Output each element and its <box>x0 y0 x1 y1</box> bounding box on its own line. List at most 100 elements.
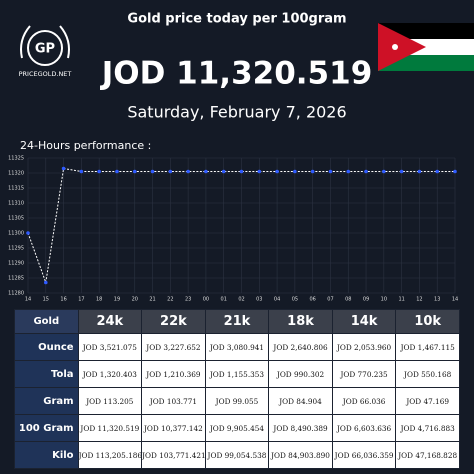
point <box>168 169 173 174</box>
cell: JOD 1,210.369 <box>141 360 206 388</box>
flag <box>378 23 474 71</box>
cell: JOD 47,168.828 <box>395 441 460 469</box>
x-tick-label: 09 <box>363 297 369 303</box>
y-tick-label: 11290 <box>8 261 24 267</box>
cell: JOD 66.036 <box>331 387 397 415</box>
x-tick-label: 06 <box>309 297 315 303</box>
y-tick-label: 11300 <box>8 231 24 237</box>
table-row: Kilo JOD 113,205.186 JOD 103,771.421 JOD 99… <box>14 441 460 469</box>
y-tick-label: 11320 <box>8 171 24 177</box>
header-cell: 21k <box>204 309 270 334</box>
point <box>239 169 244 174</box>
cell: JOD 84.904 <box>268 387 333 415</box>
point <box>310 169 315 174</box>
x-tick-label: 08 <box>345 297 351 303</box>
header-cell: 14k <box>331 309 397 334</box>
y-tick-label: 11325 <box>8 156 24 162</box>
point <box>43 280 48 285</box>
title: Gold price today per 100gram <box>127 12 346 27</box>
cell: JOD 10,377.142 <box>141 414 206 442</box>
y-tick-label: 11315 <box>8 186 24 192</box>
price: JOD 11,320.519 <box>100 56 373 92</box>
cell: JOD 103.771 <box>141 387 206 415</box>
y-tick-label: 11305 <box>8 216 24 222</box>
header-cell: 24k <box>77 309 143 334</box>
point <box>399 169 404 174</box>
point <box>132 169 137 174</box>
cell: JOD 113.205 <box>77 387 143 415</box>
point <box>435 169 440 174</box>
x-tick-label: 04 <box>274 297 280 303</box>
point <box>257 169 262 174</box>
logo: GP PRICEGOLD.NET <box>19 25 72 78</box>
x-tick-label: 14 <box>25 297 31 303</box>
point <box>346 169 351 174</box>
price-table: Gold 24k 22k 21k 18k 14k 10k Ounce JOD 3,521.075… <box>14 309 460 469</box>
point <box>61 166 66 171</box>
x-tick-label: 03 <box>256 297 262 303</box>
cell: JOD 1,467.115 <box>395 333 460 361</box>
header-cell: 18k <box>268 309 333 334</box>
cell: JOD 1,320.403 <box>77 360 143 388</box>
logo-site: PRICEGOLD.NET <box>19 70 72 78</box>
x-tick-label: 05 <box>292 297 298 303</box>
point <box>382 169 386 174</box>
x-tick-label: 07 <box>327 297 333 303</box>
x-tick-label: 01 <box>221 297 227 303</box>
cell: JOD 47.169 <box>395 387 460 415</box>
header-cell: 10k <box>395 309 460 334</box>
chart-title: 24-Hours performance : <box>20 139 151 152</box>
y-tick-label: 11310 <box>8 201 24 207</box>
point <box>453 169 457 174</box>
cell: JOD 3,521.075 <box>77 333 143 361</box>
header-cell: 22k <box>141 309 206 334</box>
cell: JOD 9,905.454 <box>204 414 270 442</box>
logo-initials: GP <box>35 42 55 57</box>
y-tick-label: 11285 <box>8 276 24 282</box>
cell: JOD 4,716.883 <box>395 414 460 442</box>
point <box>79 169 84 174</box>
x-tick-label: 02 <box>238 297 244 303</box>
table-row: Tola JOD 1,320.403 JOD 1,210.369 JOD 1,155.… <box>14 360 460 388</box>
cell: JOD 113,205.186 <box>77 441 143 469</box>
row-header: Gram <box>14 387 79 415</box>
point <box>97 169 101 174</box>
x-tick-label: 23 <box>185 297 191 303</box>
x-tick-label: 22 <box>167 297 173 303</box>
y-tick-label: 11280 <box>8 291 24 297</box>
point <box>293 169 297 174</box>
cell: JOD 99.055 <box>204 387 270 415</box>
x-tick-label: 13 <box>434 297 440 303</box>
point <box>221 169 226 174</box>
date: Saturday, February 7, 2026 <box>127 103 346 122</box>
header-row: Gold 24k 22k 21k 18k 14k 10k <box>14 309 460 334</box>
x-tick-label: 00 <box>203 297 209 303</box>
y-tick-label: 11295 <box>8 246 24 252</box>
row-header: Ounce <box>14 333 79 361</box>
cell: JOD 6,603.636 <box>331 414 397 442</box>
row-header: 100 Gram <box>14 414 79 442</box>
point <box>204 169 208 174</box>
point <box>364 169 368 174</box>
point <box>328 169 333 174</box>
row-header: Tola <box>14 360 79 388</box>
point <box>417 169 422 174</box>
x-tick-label: 11 <box>398 297 404 303</box>
cell: JOD 1,155.353 <box>204 360 270 388</box>
cell: JOD 3,080.941 <box>204 333 270 361</box>
cell: JOD 103,771.421 <box>141 441 206 469</box>
cell: JOD 2,640.806 <box>268 333 333 361</box>
x-tick-label: 19 <box>114 297 120 303</box>
x-tick-label: 14 <box>452 297 458 303</box>
table-row: Ounce JOD 3,521.075 JOD 3,227.652 JOD 3,080… <box>14 333 460 361</box>
x-tick-label: 20 <box>132 297 138 303</box>
x-tick-label: 21 <box>149 297 155 303</box>
table-row: Gram JOD 113.205 JOD 103.771 JOD 99.055 JOD … <box>14 387 460 415</box>
x-tick-label: 18 <box>96 297 102 303</box>
point <box>186 169 190 174</box>
x-tick-label: 10 <box>381 297 387 303</box>
x-tick-label: 12 <box>416 297 422 303</box>
point <box>150 169 155 174</box>
